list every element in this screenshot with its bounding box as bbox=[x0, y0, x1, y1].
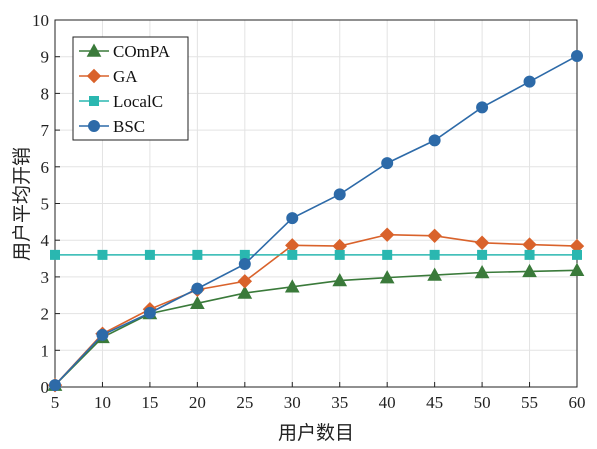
y-tick-label: 4 bbox=[41, 231, 50, 250]
legend-item-bsc: BSC bbox=[79, 117, 145, 136]
legend: COmPA GA LocalC BSC bbox=[72, 36, 189, 141]
x-tick-label: 50 bbox=[474, 393, 491, 412]
x-tick-label: 20 bbox=[189, 393, 206, 412]
data-point-compa bbox=[522, 263, 537, 278]
y-tick-label: 0 bbox=[41, 378, 50, 397]
data-point-localc bbox=[382, 249, 393, 260]
data-point-bsc bbox=[49, 379, 61, 392]
series-localc bbox=[50, 249, 582, 260]
legend-item-compa: COmPA bbox=[79, 42, 171, 61]
legend-items: COmPA GA LocalC BSC bbox=[79, 42, 171, 136]
data-point-compa bbox=[379, 270, 395, 284]
series-line-compa bbox=[54, 269, 578, 386]
x-tick-label: 25 bbox=[236, 393, 253, 412]
data-point-compa bbox=[284, 279, 300, 293]
data-point-compa bbox=[427, 267, 442, 281]
y-tick-label: 5 bbox=[41, 195, 50, 214]
data-point-compa bbox=[569, 262, 585, 276]
data-point-localc bbox=[97, 249, 108, 260]
data-point-localc bbox=[477, 249, 488, 260]
data-point-ga bbox=[237, 274, 253, 289]
y-tick-label: 3 bbox=[41, 268, 50, 287]
data-point-bsc bbox=[191, 282, 204, 295]
x-tick-label: 45 bbox=[426, 393, 443, 412]
legend-label-ga: GA bbox=[113, 67, 138, 86]
legend-item-localc: LocalC bbox=[79, 92, 163, 111]
y-tick-label: 9 bbox=[41, 48, 50, 67]
data-point-ga bbox=[427, 228, 442, 244]
y-tick-label: 10 bbox=[32, 11, 49, 30]
x-tick-label: 40 bbox=[379, 393, 396, 412]
data-point-bsc bbox=[428, 134, 441, 147]
x-axis-title: 用户数目 bbox=[278, 422, 354, 444]
data-point-localc bbox=[334, 249, 345, 260]
data-point-bsc bbox=[333, 188, 346, 201]
data-point-ga bbox=[379, 227, 395, 242]
x-tick-label: 55 bbox=[521, 393, 538, 412]
data-point-bsc bbox=[238, 258, 251, 271]
data-point-compa bbox=[190, 295, 205, 310]
data-point-ga bbox=[474, 235, 490, 250]
data-point-compa bbox=[237, 285, 253, 299]
x-axis-ticks: 5 10 15 20 25 30 35 40 45 50 55 60 bbox=[51, 382, 586, 412]
data-point-localc bbox=[144, 249, 155, 260]
data-point-localc bbox=[239, 249, 250, 260]
y-tick-label: 7 bbox=[41, 121, 50, 140]
x-tick-label: 10 bbox=[94, 393, 111, 412]
x-tick-label: 35 bbox=[331, 393, 348, 412]
legend-label-compa: COmPA bbox=[113, 42, 171, 61]
legend-item-ga: GA bbox=[79, 67, 138, 86]
x-tick-label: 15 bbox=[141, 393, 158, 412]
data-point-bsc bbox=[476, 101, 489, 114]
data-point-localc bbox=[287, 249, 298, 260]
legend-marker-compa bbox=[86, 43, 102, 57]
data-point-bsc bbox=[143, 306, 156, 319]
y-tick-label: 2 bbox=[41, 305, 50, 324]
data-point-localc bbox=[192, 249, 203, 260]
y-axis-title: 用户平均开销 bbox=[11, 147, 33, 261]
series-bsc bbox=[49, 49, 583, 392]
legend-marker-bsc bbox=[88, 120, 100, 132]
legend-marker-ga bbox=[86, 68, 102, 84]
data-point-compa bbox=[332, 273, 348, 287]
data-point-bsc bbox=[523, 75, 536, 88]
data-point-localc bbox=[572, 249, 582, 260]
data-point-compa bbox=[474, 264, 490, 279]
series-group bbox=[47, 49, 585, 393]
data-point-bsc bbox=[381, 157, 394, 170]
data-point-localc bbox=[524, 249, 535, 260]
legend-label-bsc: BSC bbox=[113, 117, 145, 136]
y-tick-label: 8 bbox=[41, 84, 50, 103]
data-point-localc bbox=[50, 249, 60, 260]
x-tick-label: 5 bbox=[51, 393, 60, 412]
x-tick-label: 30 bbox=[284, 393, 301, 412]
data-point-localc bbox=[429, 249, 440, 260]
data-point-bsc bbox=[286, 212, 299, 225]
legend-label-localc: LocalC bbox=[113, 92, 163, 111]
legend-marker-localc bbox=[89, 96, 99, 106]
series-line-bsc bbox=[54, 55, 578, 386]
data-point-bsc bbox=[571, 49, 583, 62]
y-tick-label: 6 bbox=[41, 158, 50, 177]
y-axis-ticks: 0 1 2 3 4 5 6 7 8 9 10 bbox=[32, 11, 60, 397]
x-tick-label: 60 bbox=[569, 393, 586, 412]
series-compa bbox=[47, 262, 585, 391]
y-tick-label: 1 bbox=[41, 341, 50, 360]
series-line-ga bbox=[54, 233, 578, 386]
data-point-bsc bbox=[96, 328, 109, 341]
